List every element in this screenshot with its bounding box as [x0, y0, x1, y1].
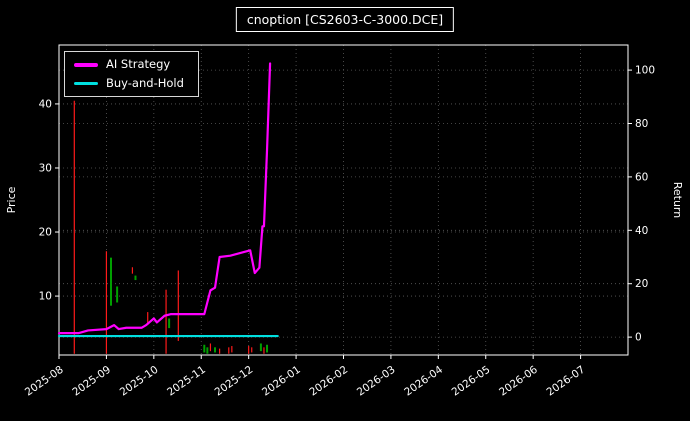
- return-tick-label: 80: [635, 118, 648, 130]
- x-tick-label: 2025-12: [213, 364, 256, 399]
- ai-strategy-line-swatch: [74, 63, 98, 67]
- price-tick-label: 10: [39, 291, 52, 303]
- x-tick-label: 2026-03: [355, 364, 398, 399]
- x-tick-label: 2025-10: [118, 364, 161, 399]
- chart-title: cnoption [CS2603-C-3000.DCE]: [235, 7, 455, 32]
- x-tick-label: 2025-11: [165, 364, 208, 399]
- left-axis-label: Price: [5, 186, 18, 213]
- x-tick-label: 2026-04: [402, 363, 445, 398]
- x-tick-label: 2025-09: [70, 364, 113, 399]
- price-tick-label: 20: [39, 227, 52, 239]
- x-tick-label: 2025-08: [23, 364, 66, 399]
- return-tick-label: 60: [635, 171, 648, 183]
- legend: AI Strategy Buy-and-Hold: [64, 51, 199, 97]
- return-tick-label: 20: [635, 278, 648, 290]
- buy-and-hold-line-swatch: [74, 81, 98, 85]
- x-tick-label: 2026-01: [260, 364, 303, 399]
- x-tick-label: 2026-02: [307, 364, 350, 399]
- ai-strategy-line: [57, 62, 272, 335]
- price-tick-label: 30: [39, 162, 52, 174]
- x-tick-label: 2026-06: [497, 363, 540, 398]
- x-tick-label: 2026-07: [544, 364, 587, 399]
- right-axis-label: Return: [671, 182, 684, 219]
- return-tick-label: 100: [635, 65, 655, 77]
- return-tick-label: 0: [635, 332, 642, 344]
- return-tick-label: 40: [635, 225, 648, 237]
- price-tick-label: 40: [39, 98, 52, 110]
- legend-label-buy-and-hold: Buy-and-Hold: [106, 75, 184, 90]
- x-tick-label: 2026-05: [450, 364, 493, 399]
- legend-item-ai-strategy: AI Strategy: [74, 57, 184, 71]
- legend-label-ai-strategy: AI Strategy: [106, 57, 171, 71]
- legend-item-buy-and-hold: Buy-and-Hold: [74, 75, 184, 90]
